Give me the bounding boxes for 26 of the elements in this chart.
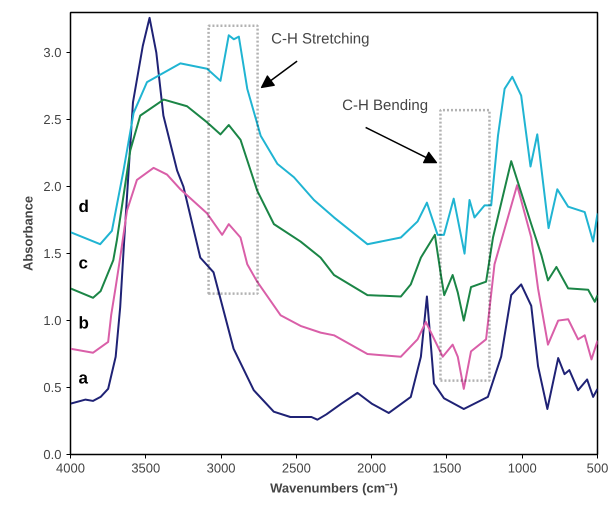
y-tick-label: 1.0 <box>43 313 62 328</box>
y-tick-label: 0.0 <box>43 447 62 462</box>
x-tick-label: 2500 <box>282 460 311 476</box>
line-series <box>70 34 598 255</box>
y-tick-label: 2.0 <box>43 179 62 194</box>
x-axis-title: Wavenumbers (cm⁻¹) <box>270 480 398 496</box>
x-tick-label: 3500 <box>131 460 160 476</box>
y-axis-title: Absorbance <box>20 196 36 272</box>
series-label: a <box>78 368 88 388</box>
series-label: d <box>78 197 89 216</box>
x-tick-label: 2000 <box>357 460 386 476</box>
x-tick-label: 1000 <box>508 460 537 476</box>
y-tick-label: 1.5 <box>43 246 62 262</box>
y-tick-label: 3.0 <box>43 45 62 60</box>
line-series <box>70 166 598 390</box>
annotation: C-H Bending <box>342 96 428 114</box>
x-tick-label: 1500 <box>432 460 462 476</box>
x-tick-label: 3000 <box>206 460 236 476</box>
line-series <box>70 16 598 421</box>
series-label: b <box>78 314 89 333</box>
y-tick-label: 2.5 <box>43 112 62 128</box>
series-label: c <box>78 253 88 272</box>
x-tick-label: 4000 <box>56 460 85 476</box>
y-tick-label: 0.5 <box>43 380 62 396</box>
x-tick-label: 500 <box>586 460 608 476</box>
annotation: C-H Stretching <box>271 30 370 48</box>
